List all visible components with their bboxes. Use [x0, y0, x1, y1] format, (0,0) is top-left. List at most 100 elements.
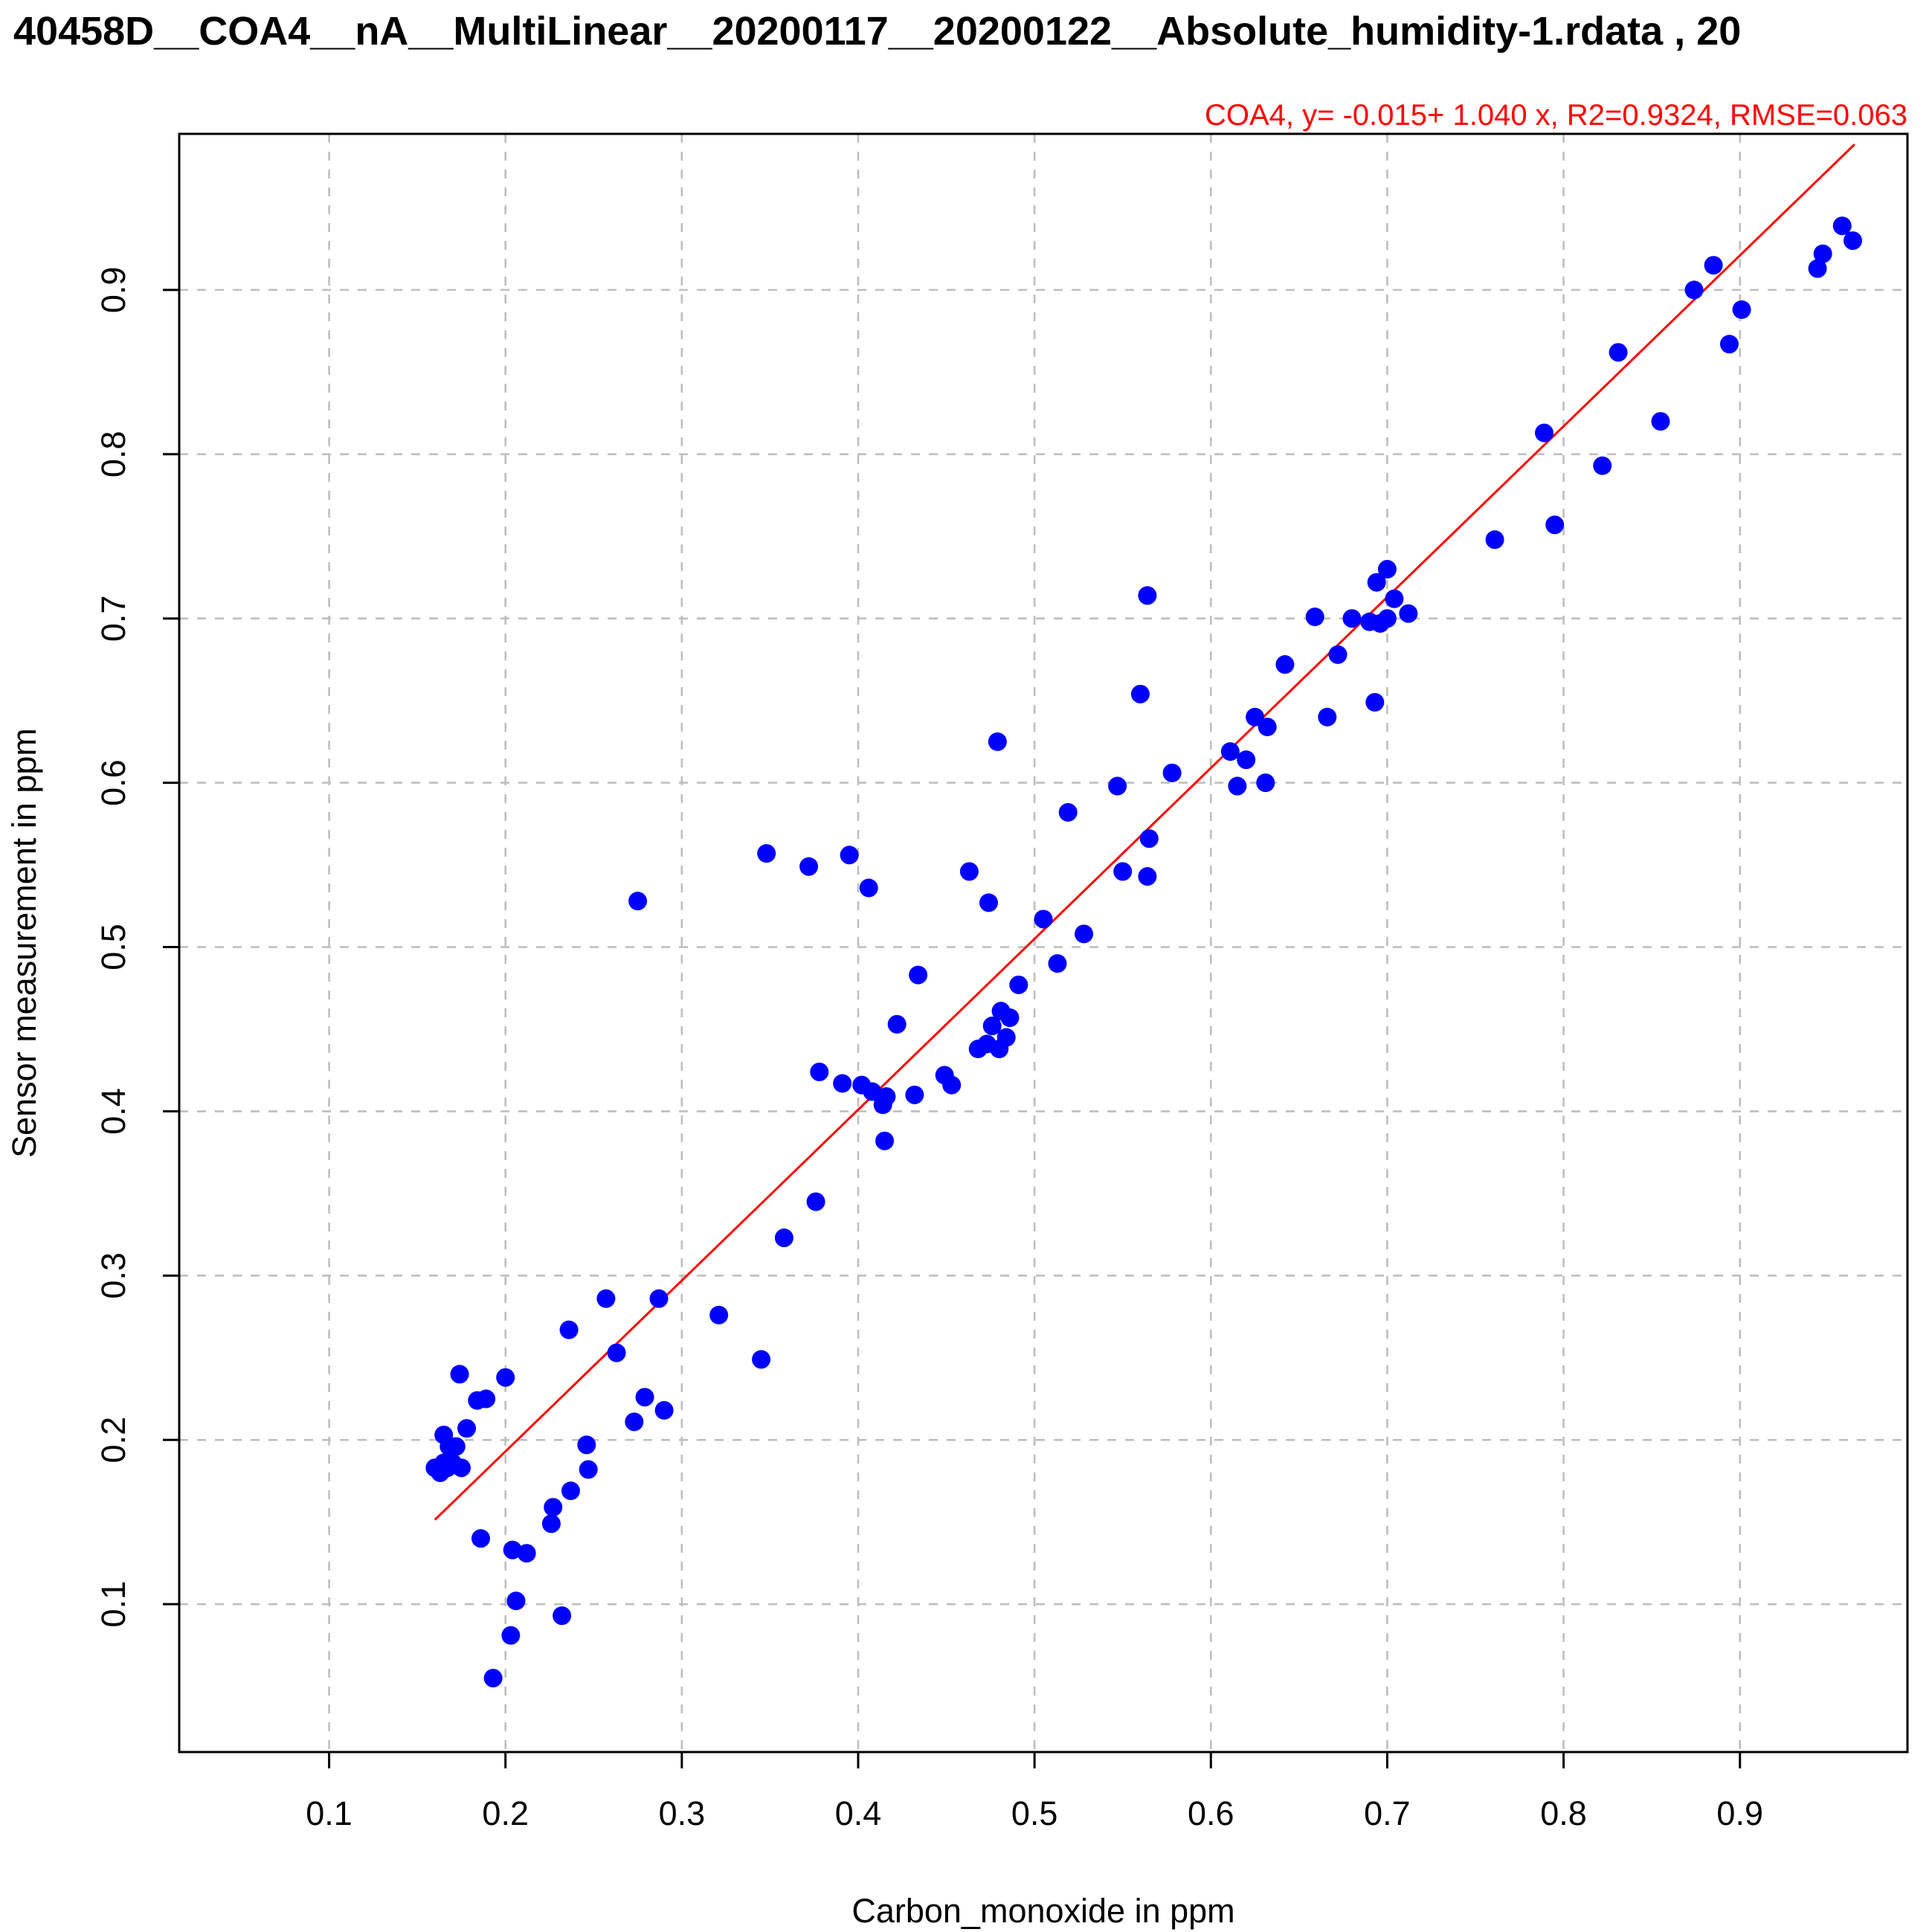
data-point — [1162, 763, 1182, 782]
data-point — [635, 1388, 654, 1407]
data-point — [1000, 1008, 1020, 1028]
data-point — [799, 857, 819, 876]
y-tick-label: 0.4 — [94, 1088, 132, 1135]
data-point — [544, 1498, 563, 1517]
data-point — [483, 1669, 503, 1688]
data-point — [1138, 867, 1157, 886]
data-point — [1130, 684, 1150, 703]
data-point — [628, 892, 648, 911]
y-tick-label: 0.7 — [94, 595, 132, 642]
data-point — [1684, 280, 1704, 300]
data-point — [1237, 750, 1256, 770]
data-point — [1318, 707, 1337, 727]
data-point — [1534, 423, 1553, 442]
data-point — [625, 1412, 644, 1432]
y-tick-label: 0.6 — [94, 759, 132, 806]
data-point — [1399, 604, 1418, 623]
data-point — [1719, 335, 1739, 354]
data-point — [541, 1514, 561, 1533]
data-point — [833, 1074, 852, 1093]
data-point — [1593, 456, 1612, 475]
data-point — [1485, 530, 1504, 550]
data-point — [561, 1481, 580, 1501]
data-point — [1732, 300, 1751, 319]
data-point — [477, 1389, 496, 1408]
y-tick-label: 0.9 — [94, 267, 132, 314]
data-point — [1305, 607, 1324, 626]
data-point — [1342, 609, 1362, 628]
data-point — [1377, 609, 1397, 628]
data-point — [1704, 256, 1723, 275]
data-point — [1139, 829, 1159, 849]
data-point — [471, 1529, 491, 1548]
data-point — [887, 1014, 907, 1034]
data-point — [875, 1131, 895, 1150]
data-point — [1275, 655, 1295, 674]
data-point — [577, 1435, 596, 1455]
y-axis: 0.1 0.2 0.3 0.4 0.5 0.6 0.7 0.8 0.9 — [94, 267, 179, 1628]
x-tick-label: 0.1 — [306, 1794, 352, 1832]
data-point — [1075, 924, 1094, 944]
data-point — [1256, 773, 1275, 793]
data-point — [1367, 573, 1386, 592]
data-point — [450, 1365, 469, 1384]
data-point — [496, 1368, 515, 1387]
data-point — [559, 1320, 579, 1339]
x-tick-label: 0.8 — [1540, 1794, 1587, 1832]
data-point — [1545, 515, 1565, 535]
fit-annotation: COA4, y= -0.015+ 1.040 x, R2=0.9324, RMS… — [1205, 99, 1907, 132]
data-point — [451, 1458, 471, 1478]
x-tick-label: 0.3 — [659, 1794, 706, 1832]
data-point — [774, 1229, 793, 1248]
data-points — [425, 216, 1862, 1688]
data-point — [1058, 802, 1078, 822]
data-point — [1385, 589, 1404, 608]
data-point — [1220, 742, 1240, 761]
data-point — [752, 1350, 771, 1369]
data-point — [596, 1289, 616, 1308]
data-point — [553, 1606, 572, 1626]
data-point — [1228, 776, 1247, 796]
data-point — [959, 862, 979, 881]
data-point — [810, 1062, 829, 1081]
data-point — [979, 893, 998, 912]
data-point — [905, 1085, 924, 1104]
x-tick-label: 0.5 — [1011, 1794, 1058, 1832]
data-point — [877, 1087, 896, 1107]
data-point — [863, 1082, 882, 1101]
data-point — [1843, 231, 1862, 251]
y-tick-label: 0.3 — [94, 1252, 132, 1299]
data-point — [996, 1028, 1016, 1047]
x-axis-label: Carbon_monoxide in ppm — [851, 1892, 1234, 1930]
data-point — [1108, 776, 1127, 796]
data-point — [1377, 559, 1397, 579]
x-axis: 0.1 0.2 0.3 0.4 0.5 0.6 0.7 0.8 0.9 — [306, 1752, 1763, 1832]
data-point — [806, 1192, 825, 1211]
data-point — [909, 965, 928, 985]
data-point — [607, 1343, 626, 1362]
plot-frame — [178, 132, 1909, 1754]
data-point — [988, 732, 1007, 751]
data-point — [1813, 244, 1832, 263]
data-point — [859, 878, 878, 898]
data-point — [1258, 717, 1277, 736]
data-point — [1808, 259, 1827, 278]
data-point — [840, 846, 859, 865]
data-point — [503, 1540, 522, 1559]
data-point — [1009, 975, 1028, 994]
data-point — [579, 1460, 598, 1479]
data-point — [654, 1400, 674, 1420]
data-point — [1138, 586, 1157, 605]
grid-lines — [179, 134, 1907, 1752]
y-tick-label: 0.1 — [94, 1581, 132, 1628]
data-point — [649, 1289, 669, 1308]
x-tick-label: 0.7 — [1364, 1794, 1411, 1832]
data-point — [1034, 909, 1053, 929]
y-tick-label: 0.5 — [94, 924, 132, 970]
data-point — [1832, 216, 1852, 236]
data-point — [1609, 343, 1628, 362]
data-point — [1048, 954, 1067, 973]
y-axis-label: Sensor measurement in ppm — [5, 728, 43, 1158]
data-point — [1365, 692, 1385, 712]
chart-title: , 40458D__COA4__nA__MultiLinear__2020011… — [0, 9, 1741, 54]
